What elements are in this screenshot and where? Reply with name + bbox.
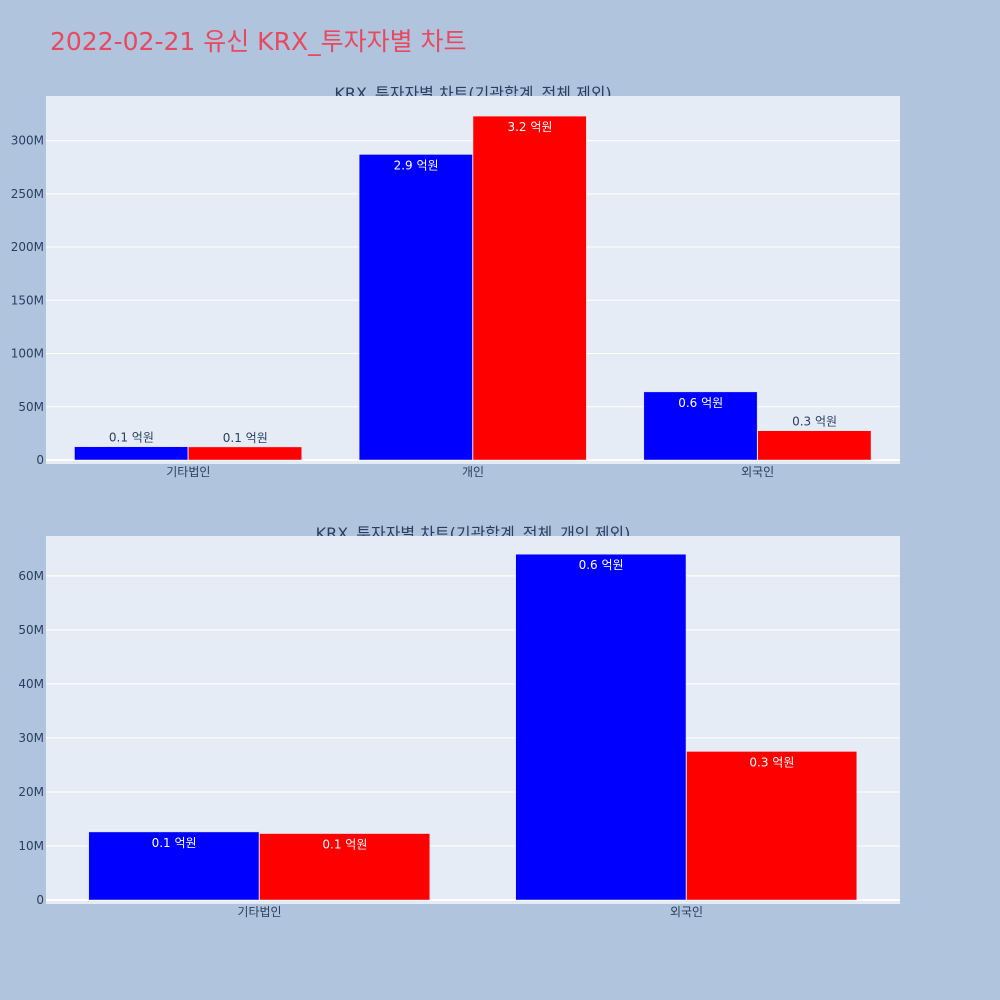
x-tick-label: 외국인 — [741, 465, 774, 479]
y-tick-label: 0 — [36, 893, 44, 907]
data-label: 0.6 억원 — [678, 396, 723, 410]
chart-1-plot: 0 50M 100M 150M 200M 250M 300M 기타법인 0.1 억원 0.1 억원… — [11, 96, 900, 479]
bar — [686, 751, 858, 901]
data-label: 3.2 억원 — [507, 120, 552, 134]
y-tick-label: 200M — [11, 240, 44, 254]
data-label: 0.1 억원 — [152, 836, 197, 850]
data-label: 0.1 억원 — [223, 431, 268, 445]
x-tick-label: 외국인 — [670, 905, 703, 919]
data-label: 0.3 억원 — [792, 415, 837, 429]
data-label: 0.1 억원 — [109, 431, 154, 445]
x-tick-label: 기타법인 — [166, 465, 210, 479]
bar — [358, 154, 473, 461]
bar — [515, 553, 687, 901]
y-tick-label: 10M — [18, 839, 44, 853]
page-title: 2022-02-21 유신 KRX_투자자별 차트 — [50, 27, 467, 56]
y-tick-label: 30M — [18, 731, 44, 745]
y-tick-label: 60M — [18, 569, 44, 583]
data-label: 0.6 억원 — [579, 558, 624, 572]
bar — [88, 831, 260, 901]
bar — [757, 430, 872, 461]
y-tick-label: 50M — [18, 623, 44, 637]
bar — [74, 446, 189, 461]
data-label: 0.1 억원 — [322, 838, 367, 852]
data-label: 0.3 억원 — [749, 755, 794, 769]
y-tick-label: 20M — [18, 785, 44, 799]
bar — [188, 446, 302, 461]
y-tick-label: 300M — [11, 134, 44, 148]
y-tick-label: 150M — [11, 293, 44, 307]
bar — [472, 115, 587, 461]
y-tick-label: 250M — [11, 187, 44, 201]
x-tick-label: 개인 — [462, 465, 484, 479]
x-tick-label: 기타법인 — [237, 905, 281, 919]
bar — [643, 391, 758, 461]
y-tick-label: 40M — [18, 677, 44, 691]
y-tick-label: 0 — [36, 453, 44, 467]
y-tick-label: 100M — [11, 347, 44, 361]
data-label: 2.9 억원 — [394, 158, 439, 172]
y-tick-label: 50M — [18, 400, 44, 414]
bar — [259, 833, 431, 901]
